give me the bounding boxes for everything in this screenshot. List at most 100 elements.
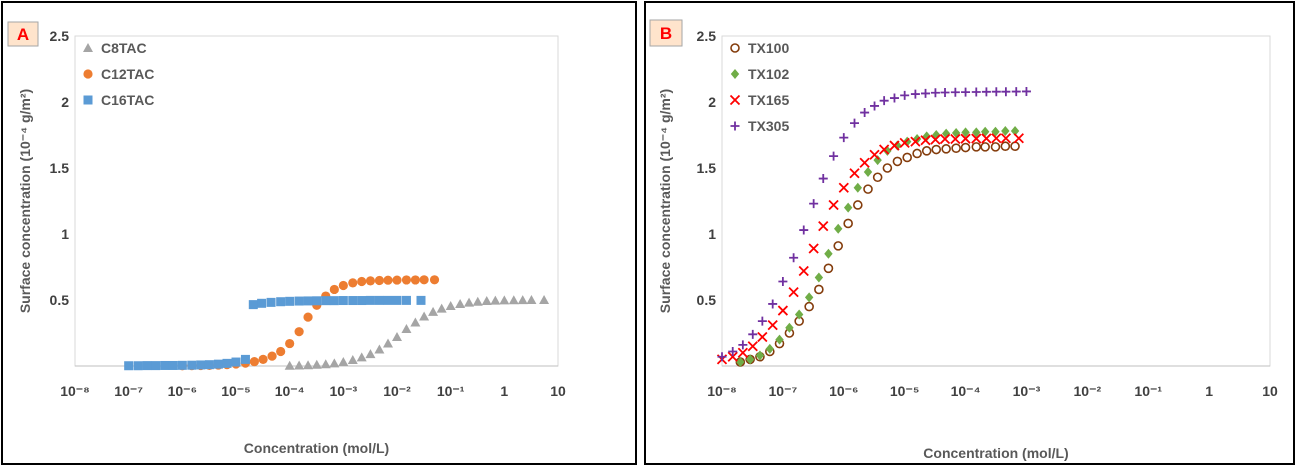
data-point	[736, 357, 745, 368]
data-point	[1001, 126, 1010, 137]
data-point	[748, 329, 758, 339]
data-point	[347, 355, 358, 365]
data-point	[392, 295, 402, 305]
data-point	[248, 300, 258, 310]
data-point	[829, 151, 839, 161]
data-point	[356, 352, 367, 362]
data-point	[464, 297, 475, 307]
data-point	[853, 182, 863, 193]
data-point	[757, 316, 767, 326]
data-point	[727, 351, 738, 362]
data-point	[338, 357, 349, 367]
data-point	[539, 295, 550, 304]
data-point	[824, 248, 833, 259]
data-point	[455, 298, 466, 308]
legend: C8TAC C12TAC C16TAC	[83, 40, 154, 108]
data-point	[196, 360, 206, 370]
data-point	[1013, 133, 1024, 144]
data-point	[961, 127, 970, 138]
data-point	[991, 87, 1001, 97]
data-point	[294, 327, 304, 337]
data-point	[383, 295, 393, 305]
legend-label: TX102	[748, 66, 789, 82]
data-point	[1021, 86, 1031, 96]
panel-b: B 10⁻⁸ 10⁻⁷ 10⁻⁶ 10⁻⁵ 10⁻⁴ 10⁻³ 10⁻² 10⁻¹ 1 10 2.5 2…	[644, 1, 1295, 465]
x-tick-label: 10	[550, 383, 566, 399]
data-point	[981, 133, 992, 144]
data-point	[374, 275, 385, 286]
x-tick-label: 10⁻⁸	[60, 383, 90, 399]
legend-marker	[730, 43, 740, 53]
data-point	[499, 295, 510, 305]
data-point	[823, 263, 834, 274]
data-point	[799, 225, 809, 235]
data-point	[329, 296, 339, 306]
y-tick-label: 0.5	[50, 292, 70, 308]
series-tx305	[717, 86, 1031, 362]
y-axis-title: Surface concentration (10⁻⁴ g/m²)	[657, 89, 673, 313]
data-point	[257, 298, 267, 308]
data-point	[778, 277, 788, 287]
legend-marker	[729, 94, 741, 106]
data-point	[889, 140, 900, 151]
data-point	[940, 87, 950, 97]
data-point	[517, 295, 528, 305]
data-point	[980, 142, 990, 152]
data-point	[922, 131, 931, 142]
y-tick-label: 2.5	[50, 28, 70, 44]
data-point	[883, 145, 892, 156]
data-point	[410, 317, 421, 327]
x-tick-label: 10⁻²	[1074, 383, 1102, 399]
data-point	[859, 157, 870, 168]
x-tick-label: 1	[500, 383, 508, 399]
data-point	[374, 344, 385, 354]
x-tick-label: 10⁻⁴	[951, 383, 981, 399]
data-point	[971, 133, 982, 144]
data-point	[873, 155, 882, 166]
data-point	[931, 144, 942, 155]
data-point	[728, 346, 738, 356]
data-point	[878, 144, 890, 155]
data-point	[436, 303, 447, 313]
data-point	[804, 292, 814, 303]
x-tick-label: 10⁻⁴	[275, 383, 305, 399]
data-point	[961, 87, 971, 97]
data-point	[747, 341, 758, 352]
data-point	[767, 319, 778, 331]
data-point	[777, 305, 789, 316]
data-point	[410, 275, 420, 285]
data-point	[789, 253, 799, 263]
data-point	[788, 286, 799, 298]
data-point	[757, 331, 768, 343]
data-point	[204, 360, 214, 370]
data-point	[930, 134, 941, 145]
data-point	[428, 306, 439, 316]
data-point	[133, 361, 143, 371]
panel-a: A 10⁻⁸ 10⁻⁷ 10⁻⁶ 10⁻⁵ 10⁻⁴ 10⁻³ 10⁻² 10⁻¹ 1 10 2.5 2…	[1, 1, 637, 465]
data-point	[168, 360, 178, 370]
data-point	[285, 338, 295, 349]
plot-area	[721, 35, 1271, 367]
data-point	[737, 347, 748, 358]
data-point	[814, 284, 824, 295]
data-point	[768, 299, 778, 309]
data-point	[258, 354, 268, 364]
data-point	[960, 133, 971, 144]
data-point	[981, 87, 991, 97]
data-point	[231, 357, 241, 367]
data-point	[765, 343, 775, 354]
data-point	[941, 128, 951, 139]
data-point	[481, 296, 492, 306]
x-tick-label: 10⁻⁵	[890, 383, 920, 399]
y-tick-label: 0.5	[697, 292, 717, 308]
data-point	[329, 284, 339, 295]
data-point	[177, 360, 187, 370]
data-point	[882, 163, 893, 173]
data-point	[365, 295, 375, 305]
data-point	[775, 334, 784, 345]
data-point	[798, 265, 809, 277]
data-point	[294, 296, 304, 306]
data-point	[187, 360, 197, 370]
data-point	[872, 172, 883, 183]
data-point	[808, 243, 819, 254]
